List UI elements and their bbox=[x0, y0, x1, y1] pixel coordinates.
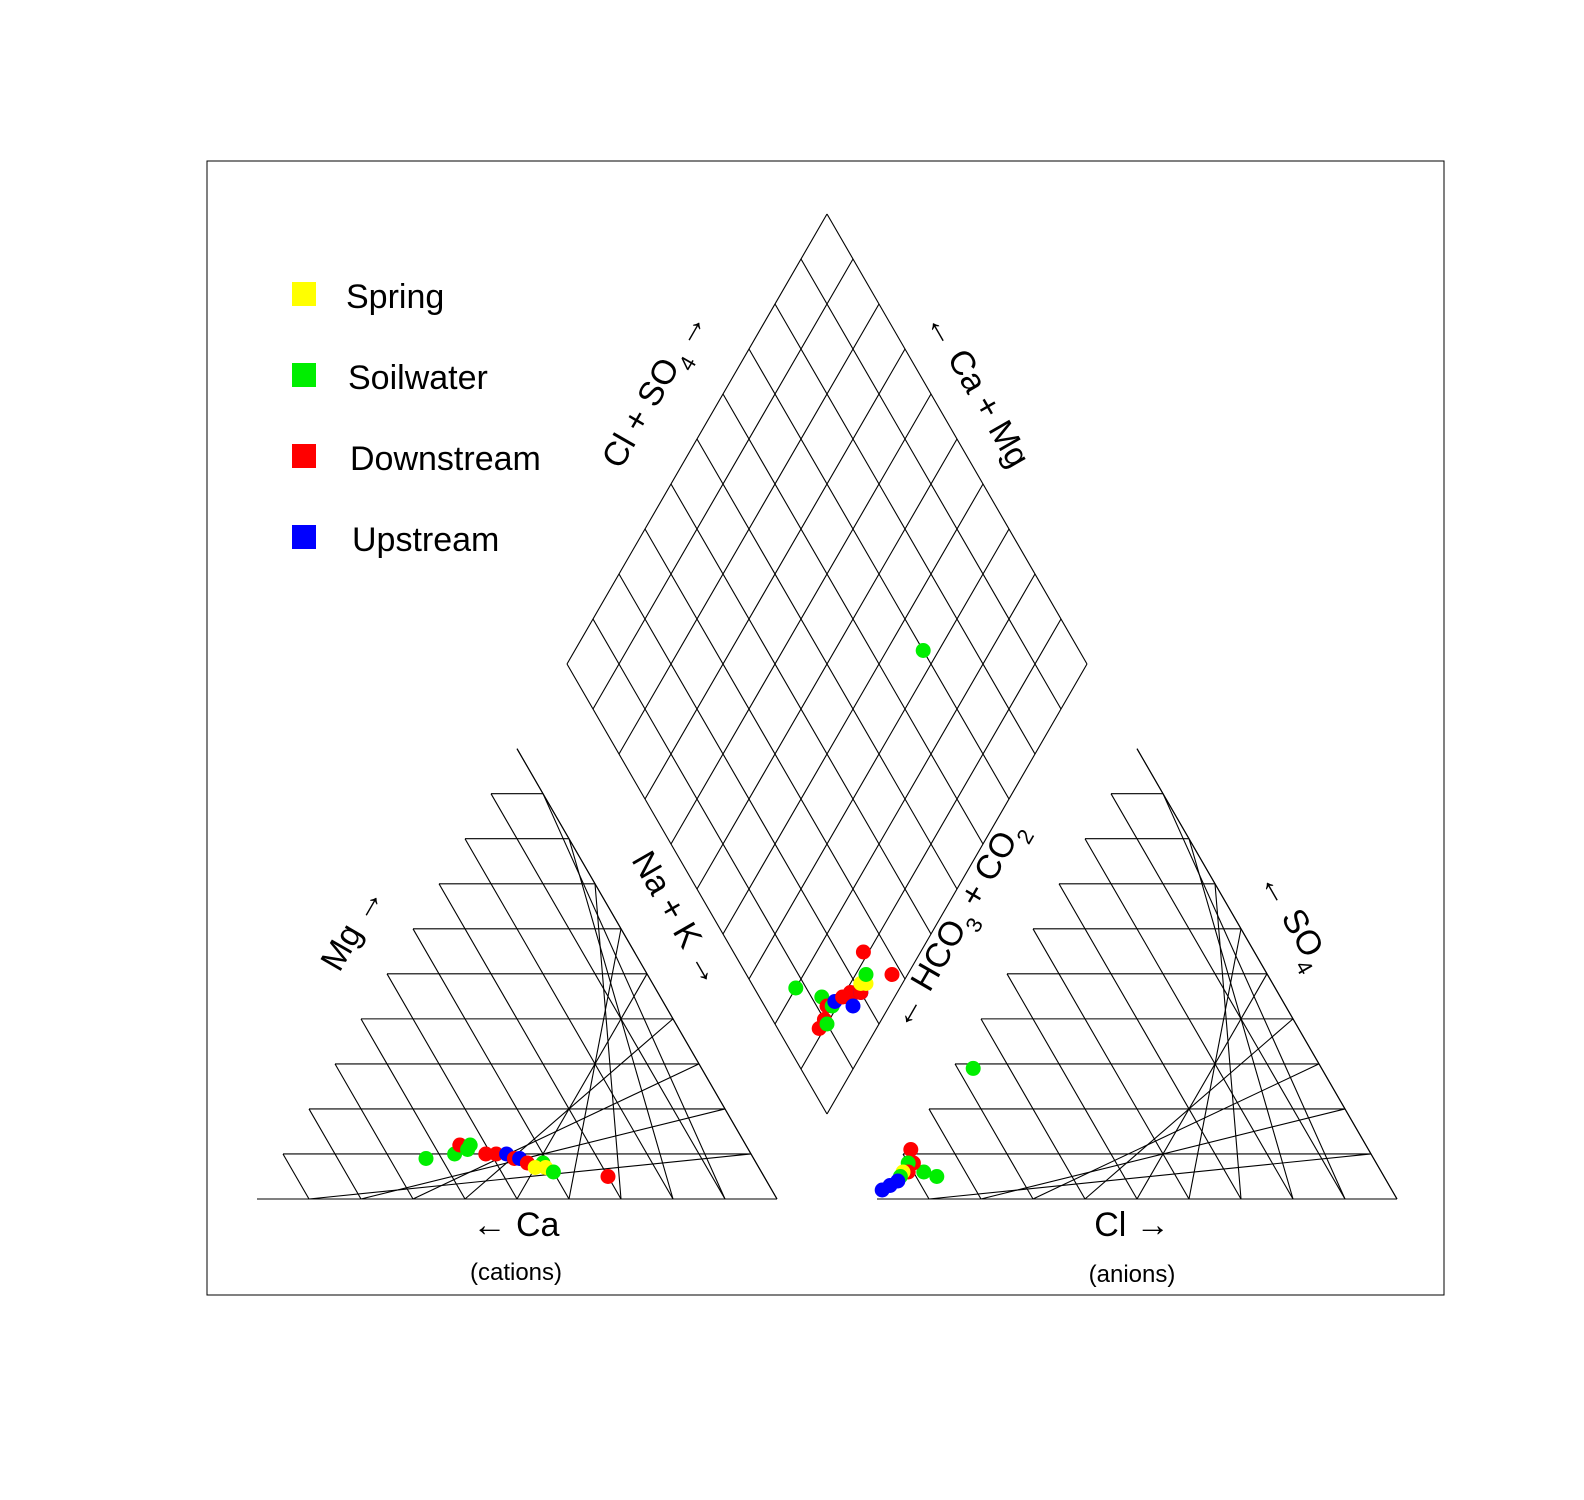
legend-swatch bbox=[292, 444, 316, 468]
plot-frame bbox=[206, 160, 1445, 1296]
cation-point bbox=[527, 1160, 543, 1175]
anion-point bbox=[916, 1164, 932, 1180]
anion-triangle-grid-line bbox=[1136, 748, 1398, 1200]
legend-swatch bbox=[292, 363, 316, 387]
anion-triangle-grid-line bbox=[1032, 928, 1190, 1200]
diamond-grid-line bbox=[800, 258, 1062, 710]
diamond-point bbox=[855, 944, 871, 960]
cation-point bbox=[488, 1146, 504, 1162]
anion-triangle-grid-line bbox=[1006, 973, 1138, 1200]
data-points bbox=[418, 643, 981, 1198]
cation-triangle-grid-line bbox=[594, 883, 622, 1200]
cation-triangle-grid-line bbox=[386, 973, 518, 1200]
diamond-right-axis-label: ← Ca + Mg bbox=[918, 305, 1037, 474]
anion-bottom-axis-label: Cl → bbox=[1094, 1206, 1170, 1244]
legend-swatch bbox=[292, 525, 316, 549]
diamond-point bbox=[884, 967, 900, 982]
cation-point bbox=[462, 1137, 478, 1153]
diamond-point bbox=[788, 980, 804, 996]
diamond-grid-line bbox=[670, 393, 932, 845]
grid-lines bbox=[257, 213, 1398, 1200]
cation-sub-label: (cations) bbox=[470, 1259, 562, 1286]
cation-triangle-grid-line bbox=[360, 1018, 466, 1200]
cation-triangle-grid-line bbox=[308, 1108, 362, 1200]
cation-triangle-grid-line bbox=[438, 883, 622, 1200]
legend: Spring Soilwater Downstream Upstream bbox=[292, 278, 541, 559]
legend-label: Upstream bbox=[352, 521, 499, 559]
cation-triangle-grid-line bbox=[282, 1153, 310, 1200]
diamond-grid-line bbox=[748, 348, 1010, 800]
diamond-grid-line bbox=[826, 213, 1088, 665]
cation-point bbox=[600, 1169, 616, 1184]
diamond-grid-line bbox=[592, 258, 854, 710]
diamond-grid-line bbox=[774, 303, 1036, 755]
anion-triangle-grid-line bbox=[1058, 883, 1242, 1200]
diamond-point bbox=[858, 967, 874, 982]
diamond-grid-line bbox=[722, 393, 984, 845]
diamond-point bbox=[845, 998, 861, 1014]
anion-triangle-grid-line bbox=[954, 1063, 1034, 1200]
anion-triangle-grid-line bbox=[1162, 793, 1346, 1200]
anion-point bbox=[874, 1182, 890, 1198]
diamond-grid-line bbox=[618, 303, 880, 755]
legend-swatch bbox=[292, 282, 316, 306]
anion-triangle-grid-line bbox=[1110, 793, 1346, 1200]
anion-point bbox=[903, 1142, 919, 1157]
cation-triangle-grid-line bbox=[334, 1063, 414, 1200]
legend-label: Downstream bbox=[350, 440, 541, 478]
anion-triangle-grid-line bbox=[980, 1018, 1086, 1200]
cation-point bbox=[418, 1151, 434, 1166]
diamond-point bbox=[819, 1016, 835, 1032]
cation-triangle-grid-line bbox=[516, 748, 778, 1200]
cation-triangle-grid-line bbox=[490, 793, 726, 1200]
diamond-grid-line bbox=[644, 348, 906, 800]
anion-point bbox=[965, 1060, 981, 1076]
anion-triangle-grid-line bbox=[1136, 973, 1268, 1200]
cation-point bbox=[545, 1164, 561, 1180]
cation-left-axis-label: Mg → bbox=[313, 880, 391, 978]
anion-triangle-grid-line bbox=[1084, 838, 1294, 1200]
diamond-point bbox=[915, 643, 931, 658]
cation-bottom-axis-label: ← Ca bbox=[473, 1206, 560, 1244]
legend-label: Soilwater bbox=[348, 359, 488, 397]
cation-right-axis-label: Na + K → bbox=[624, 845, 731, 992]
anion-triangle-grid-line bbox=[1214, 883, 1242, 1200]
legend-label: Spring bbox=[346, 278, 444, 316]
anion-triangle-grid-line bbox=[928, 1108, 982, 1200]
cation-triangle-grid-line bbox=[542, 793, 726, 1200]
cation-triangle-grid-line bbox=[464, 838, 674, 1200]
cation-point bbox=[478, 1146, 494, 1162]
anion-right-axis-label: ← SO4 bbox=[1244, 865, 1337, 979]
diamond-left-axis-label: Cl + SO4→ bbox=[594, 305, 722, 479]
anion-sub-label: (anions) bbox=[1089, 1261, 1176, 1288]
cation-triangle-grid-line bbox=[412, 928, 570, 1200]
diamond-grid-line bbox=[696, 438, 958, 890]
diamond-grid-line bbox=[566, 213, 828, 665]
anion-point bbox=[929, 1169, 945, 1184]
anion-left-axis-label: ← HCO3 + CO2 bbox=[882, 814, 1039, 1040]
